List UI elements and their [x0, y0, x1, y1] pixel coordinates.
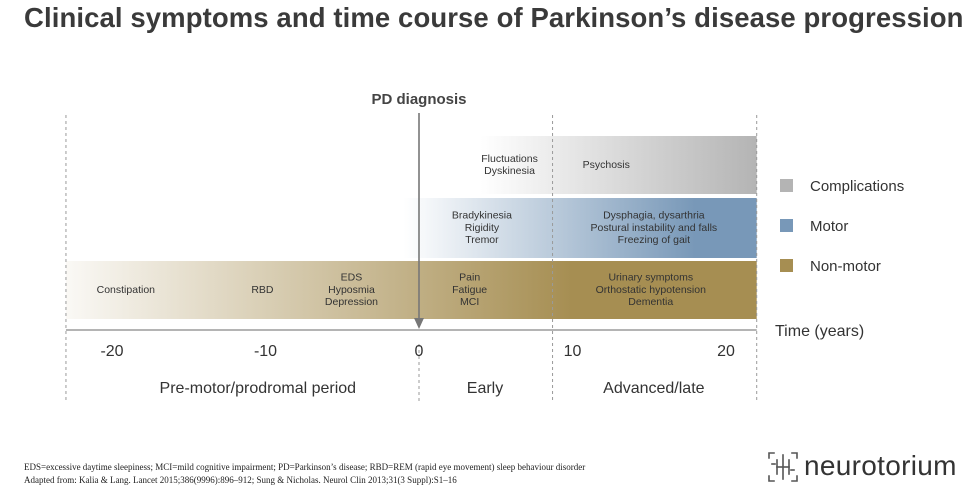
- symptom-label: Urinary symptoms: [608, 272, 693, 284]
- source-footnote: Adapted from: Kalia & Lang. Lancet 2015;…: [24, 475, 457, 485]
- symptom-label: Depression: [325, 296, 378, 308]
- symptom-label: EDS: [341, 272, 363, 284]
- symptom-label: RBD: [251, 284, 274, 296]
- tick-label: -20: [100, 343, 123, 360]
- legend-label: Non-motor: [810, 258, 881, 275]
- neurotorium-logo-icon: [768, 452, 798, 482]
- band-complications: [480, 136, 757, 194]
- tick-label: -10: [254, 343, 277, 360]
- diagnosis-arrowhead: [414, 318, 424, 329]
- symptom-label: Dementia: [628, 296, 673, 308]
- legend-swatch: [780, 259, 793, 272]
- diagnosis-label: PD diagnosis: [371, 91, 466, 108]
- symptom-label: Postural instability and falls: [591, 222, 718, 234]
- symptom-label: Pain: [459, 272, 480, 284]
- symptom-label: Dysphagia, dysarthria: [603, 210, 705, 222]
- symptom-label: Fluctuations: [481, 153, 538, 165]
- symptom-label: Psychosis: [583, 159, 630, 171]
- period-label: Pre-motor/prodromal period: [160, 380, 357, 397]
- symptom-label: Bradykinesia: [452, 210, 512, 222]
- symptom-label: MCI: [460, 296, 479, 308]
- symptom-label: Constipation: [97, 284, 156, 296]
- symptom-label: Dyskinesia: [484, 165, 535, 177]
- legend-label: Complications: [810, 178, 904, 195]
- symptom-label: Fatigue: [452, 284, 487, 296]
- symptom-label: Orthostatic hypotension: [596, 284, 706, 296]
- period-label: Early: [467, 380, 503, 397]
- legend-swatch: [780, 219, 793, 232]
- symptom-label: Tremor: [465, 234, 499, 246]
- band-non-motor: [65, 261, 757, 319]
- symptom-label: Rigidity: [465, 222, 500, 234]
- band-motor: [403, 198, 757, 258]
- neurotorium-logo: neurotorium: [766, 448, 976, 488]
- legend-swatch: [780, 179, 793, 192]
- abbreviations-footnote: EDS=excessive daytime sleepiness; MCI=mi…: [24, 462, 586, 472]
- tick-label: 0: [415, 343, 424, 360]
- brand-wordmark: neurotorium: [804, 450, 957, 481]
- symptom-label: Freezing of gait: [618, 234, 690, 246]
- period-label: Advanced/late: [603, 380, 705, 397]
- legend-label: Motor: [810, 218, 848, 235]
- tick-label: 10: [564, 343, 582, 360]
- tick-label: 20: [717, 343, 735, 360]
- page-title: Clinical symptoms and time course of Par…: [24, 2, 964, 33]
- axis-title: Time (years): [775, 323, 864, 340]
- symptom-label: Hyposmia: [328, 284, 375, 296]
